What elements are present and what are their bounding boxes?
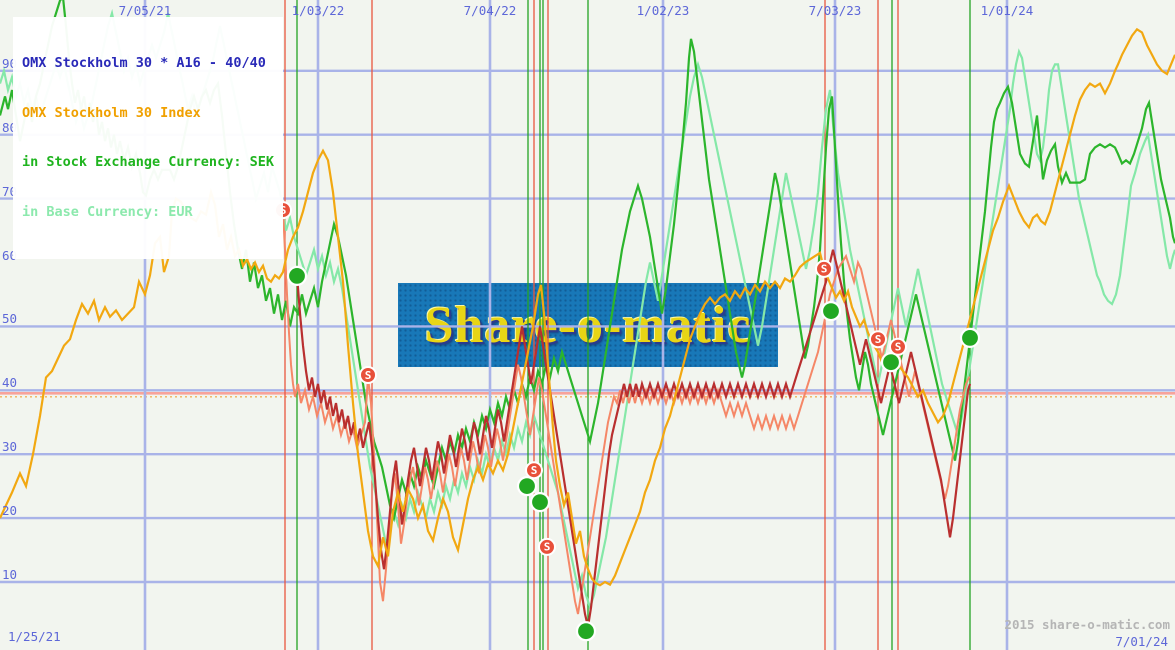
sell-marker-glyph: S bbox=[875, 333, 882, 346]
x-axis-label: 7/03/23 bbox=[808, 3, 862, 18]
x-axis-end-date: 7/01/24 bbox=[1115, 634, 1168, 649]
buy-marker bbox=[820, 301, 842, 322]
sell-marker bbox=[538, 537, 556, 556]
legend-strategy-title: OMX Stockholm 30 * A16 - 40/40 bbox=[22, 55, 266, 71]
x-axis-label: 1/02/23 bbox=[636, 3, 690, 18]
y-axis-label: 20 bbox=[2, 503, 18, 519]
y-axis-label: 50 bbox=[2, 311, 18, 327]
x-axis-label: 1/03/22 bbox=[291, 3, 345, 18]
sell-marker-glyph: S bbox=[895, 341, 902, 354]
sell-marker bbox=[359, 366, 377, 384]
sell-marker bbox=[815, 259, 833, 278]
x-axis-label: 7/04/22 bbox=[463, 3, 517, 18]
legend-eur-label: in Base Currency: EUR bbox=[22, 203, 193, 220]
sell-marker-glyph: S bbox=[821, 263, 828, 276]
buy-marker bbox=[880, 352, 902, 373]
buy-marker bbox=[286, 265, 308, 286]
x-axis-label: 7/05/21 bbox=[118, 3, 172, 18]
sell-marker bbox=[889, 337, 907, 356]
copyright-note: 2015 share-o-matic.com bbox=[1004, 617, 1170, 632]
sell-marker-glyph: S bbox=[365, 369, 372, 382]
sell-marker-glyph: S bbox=[531, 464, 538, 477]
buy-marker bbox=[529, 492, 551, 513]
legend-index-label: OMX Stockholm 30 Index bbox=[22, 104, 201, 121]
y-axis-label: 40 bbox=[2, 375, 18, 391]
buy-marker bbox=[516, 476, 538, 497]
y-axis-label: 10 bbox=[2, 567, 18, 582]
sell-marker bbox=[869, 330, 887, 349]
chart-legend: OMX Stockholm 30 * A16 - 40/40 OMX Stock… bbox=[13, 17, 283, 259]
y-axis-label: 30 bbox=[2, 439, 18, 455]
sell-marker-glyph: S bbox=[544, 541, 551, 554]
x-axis-start-date: 1/25/21 bbox=[8, 629, 61, 644]
x-axis-label: 1/01/24 bbox=[980, 3, 1034, 18]
sell-marker-glyph: S bbox=[280, 204, 287, 217]
legend-sek-label: in Stock Exchange Currency: SEK bbox=[22, 154, 274, 170]
buy-marker bbox=[959, 327, 981, 348]
series-line bbox=[295, 249, 972, 627]
buy-marker bbox=[575, 621, 597, 642]
sell-marker bbox=[525, 461, 543, 480]
